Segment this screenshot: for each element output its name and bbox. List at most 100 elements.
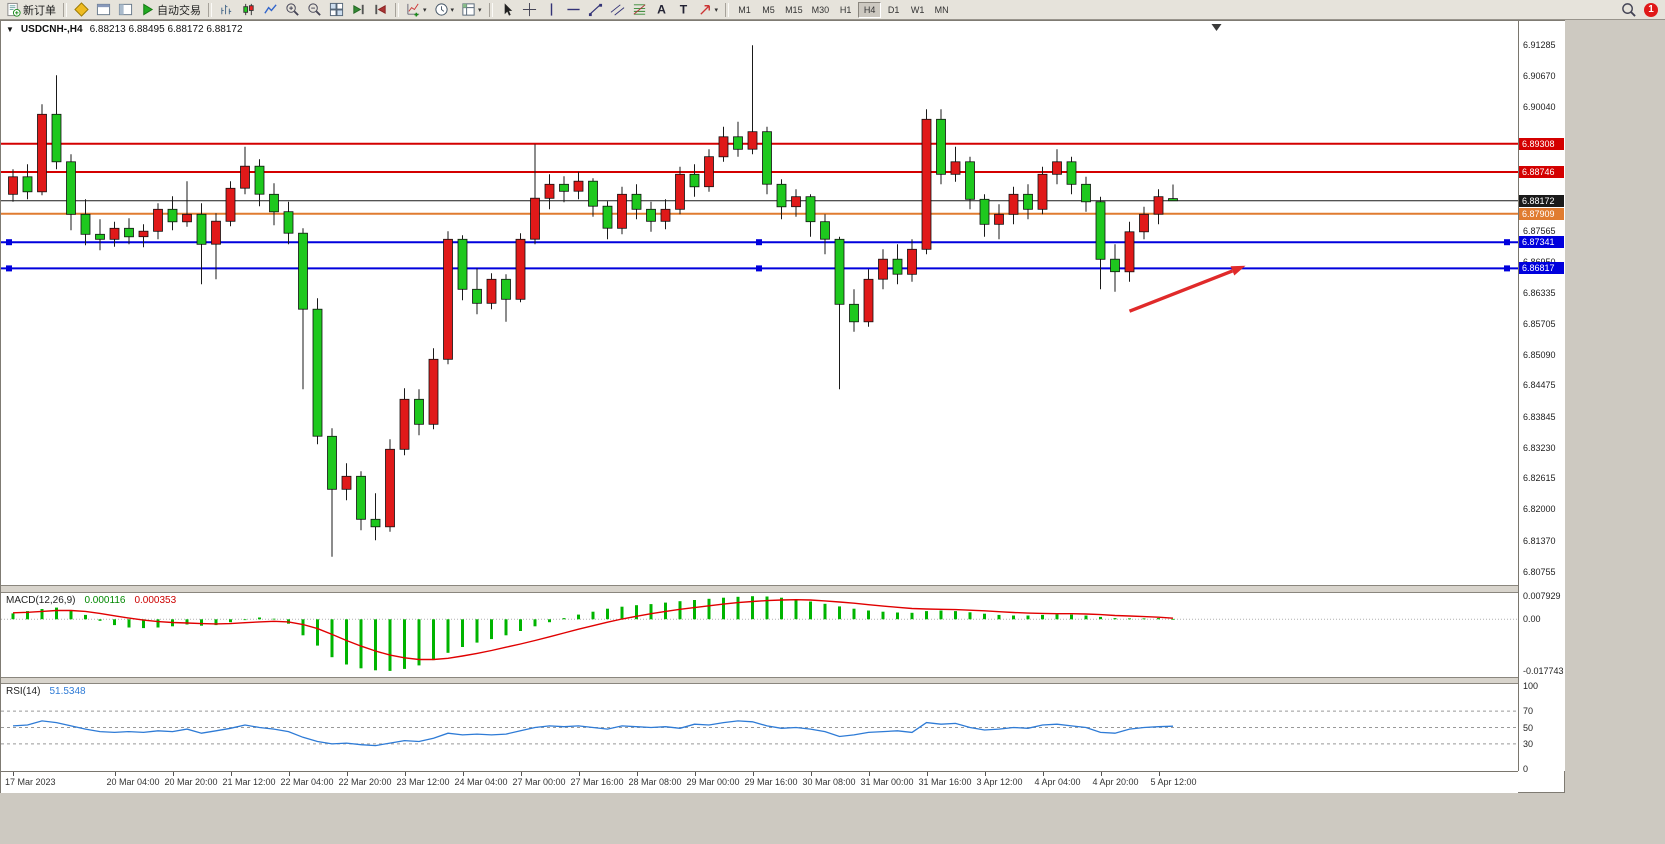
periods-button[interactable]: ▾ bbox=[431, 1, 458, 19]
timeframe-mn-button[interactable]: MN bbox=[930, 2, 953, 18]
time-tick bbox=[810, 772, 812, 776]
trend-arrow-annotation[interactable] bbox=[1128, 265, 1246, 313]
macd-histogram bbox=[11, 596, 1175, 671]
timeframe-m15-button[interactable]: M15 bbox=[781, 2, 807, 18]
price-axis-label: 6.90670 bbox=[1523, 71, 1556, 81]
timeframe-w1-button[interactable]: W1 bbox=[906, 2, 929, 18]
time-tick bbox=[578, 772, 580, 776]
svg-text:T: T bbox=[679, 3, 687, 17]
timeframe-m30-button[interactable]: M30 bbox=[808, 2, 834, 18]
time-axis-label: 5 Apr 12:00 bbox=[1150, 777, 1197, 787]
main-chart-canvas[interactable] bbox=[1, 21, 1518, 585]
chart-shift-button[interactable] bbox=[370, 1, 391, 19]
macd-signal-value: 0.000353 bbox=[134, 595, 177, 606]
search-button[interactable] bbox=[1618, 1, 1639, 19]
pointer-tools-group bbox=[497, 1, 540, 19]
rsi-header: RSI(14) 51.5348 bbox=[6, 686, 86, 697]
tile-windows-button[interactable] bbox=[326, 1, 347, 19]
panel-splitter-macd-rsi[interactable] bbox=[1, 677, 1564, 684]
dropdown-caret-icon: ▾ bbox=[714, 6, 719, 14]
market-watch-icon bbox=[74, 2, 89, 17]
template-button[interactable]: ▾ bbox=[458, 1, 485, 19]
dropdown-caret-icon: ▾ bbox=[478, 6, 482, 14]
data-window-button[interactable] bbox=[93, 1, 114, 19]
zoom-in-icon bbox=[285, 2, 300, 17]
macd-label: MACD(12,26,9) bbox=[6, 595, 76, 606]
timeframe-h1-button[interactable]: H1 bbox=[834, 2, 857, 18]
price-axis-label: 6.82000 bbox=[1523, 504, 1556, 514]
notification-badge[interactable]: 1 bbox=[1644, 2, 1658, 17]
rsi-value: 51.5348 bbox=[49, 686, 86, 697]
timeframe-h4-button[interactable]: H4 bbox=[858, 1, 882, 18]
channel-icon bbox=[610, 2, 625, 17]
shapes-icon bbox=[698, 2, 713, 17]
fibonacci-button[interactable] bbox=[629, 1, 650, 19]
toolbar-separator bbox=[63, 2, 67, 17]
indicators-icon bbox=[406, 2, 421, 17]
label-button[interactable]: T bbox=[673, 1, 694, 19]
price-tag-6.86817: 6.86817 bbox=[1519, 262, 1564, 274]
time-tick bbox=[752, 772, 754, 776]
macd-signal-line bbox=[12, 598, 1174, 661]
time-axis-label: 27 Mar 00:00 bbox=[512, 777, 566, 787]
time-tick bbox=[462, 772, 464, 776]
trendline-button[interactable] bbox=[585, 1, 606, 19]
price-axis-label: 6.91285 bbox=[1523, 40, 1556, 50]
autotrade-button[interactable]: 自动交易 bbox=[137, 1, 204, 19]
shapes-button[interactable]: ▾ bbox=[695, 1, 722, 19]
candlestick-button[interactable] bbox=[238, 1, 259, 19]
price-axis-label: 6.85090 bbox=[1523, 350, 1556, 360]
timeframe-m1-button[interactable]: M1 bbox=[733, 2, 756, 18]
vline-button[interactable] bbox=[541, 1, 562, 19]
timeframe-d1-button[interactable]: D1 bbox=[882, 2, 905, 18]
price-tag-6.88746: 6.88746 bbox=[1519, 166, 1564, 178]
timeframe-m5-button[interactable]: M5 bbox=[757, 2, 780, 18]
drawing-tools-group: A T ▾ bbox=[541, 1, 722, 19]
dropdown-caret-icon: ▾ bbox=[450, 6, 455, 14]
channel-button[interactable] bbox=[607, 1, 628, 19]
navigator-icon bbox=[118, 2, 133, 17]
rsi-axis-label: 70 bbox=[1523, 706, 1534, 716]
hline-button[interactable] bbox=[563, 1, 584, 19]
support-line-2[interactable] bbox=[1, 265, 1518, 272]
cursor-button[interactable] bbox=[497, 1, 518, 19]
time-axis-label: 27 Mar 16:00 bbox=[570, 777, 624, 787]
price-tag-6.87909: 6.87909 bbox=[1519, 208, 1564, 220]
new-order-icon bbox=[6, 2, 21, 17]
price-axis[interactable]: 6.912856.906706.900406.875656.869506.863… bbox=[1518, 21, 1565, 774]
auto-scroll-button[interactable] bbox=[348, 1, 369, 19]
crosshair-button[interactable] bbox=[519, 1, 540, 19]
zoom-in-button[interactable] bbox=[282, 1, 303, 19]
toolbar-separator bbox=[488, 2, 493, 17]
rsi-canvas bbox=[1, 710, 1518, 747]
label-icon: T bbox=[676, 2, 691, 17]
text-button[interactable]: A bbox=[651, 1, 672, 19]
price-axis-label: 6.83230 bbox=[1523, 443, 1556, 453]
rsi-axis-label: 100 bbox=[1523, 681, 1539, 691]
chart-window-usdcnh[interactable]: ▼ USDCNH-,H4 6.88213 6.88495 6.88172 6.8… bbox=[0, 20, 1565, 793]
macd-panel[interactable]: MACD(12,26,9) 0.000116 0.000353 bbox=[1, 593, 1518, 677]
rsi-panel[interactable]: RSI(14) 51.5348 bbox=[1, 684, 1518, 771]
rsi-line bbox=[12, 720, 1174, 747]
support-line-1[interactable] bbox=[1, 239, 1518, 246]
time-axis[interactable]: 17 Mar 2023 20 Mar 04:00 20 Mar 20:00 21 Ma… bbox=[1, 771, 1518, 793]
chart-type-group bbox=[216, 1, 281, 19]
dropdown-caret-icon: ▾ bbox=[423, 6, 427, 14]
toolbar-separator bbox=[725, 2, 730, 17]
bar-chart-button[interactable] bbox=[216, 1, 237, 19]
new-order-button[interactable]: 新订单 bbox=[3, 1, 59, 19]
line-chart-button[interactable] bbox=[260, 1, 281, 19]
market-watch-button[interactable] bbox=[71, 1, 92, 19]
hline-icon bbox=[566, 2, 581, 17]
panel-splitter-main-macd[interactable] bbox=[1, 585, 1564, 593]
ohlc-toggle-icon[interactable]: ▼ bbox=[6, 24, 14, 34]
price-axis-label: 6.90040 bbox=[1523, 102, 1556, 112]
zoom-out-button[interactable] bbox=[304, 1, 325, 19]
rsi-axis-label: 50 bbox=[1523, 723, 1534, 733]
time-tick bbox=[926, 772, 928, 776]
indicators-button[interactable]: ▾ bbox=[403, 1, 430, 19]
candlestick-series[interactable] bbox=[8, 45, 1178, 557]
navigator-button[interactable] bbox=[115, 1, 136, 19]
line-chart-icon bbox=[263, 2, 278, 17]
